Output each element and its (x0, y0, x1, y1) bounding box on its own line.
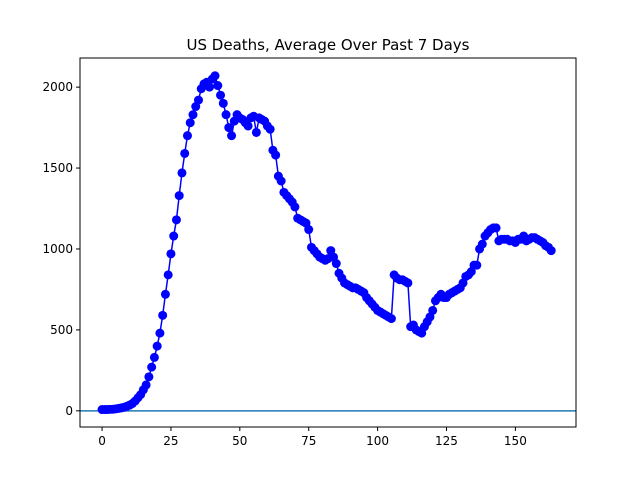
data-point (174, 191, 184, 201)
x-tick-label: 25 (163, 434, 178, 448)
data-point (546, 246, 556, 256)
data-point (169, 231, 179, 241)
data-point (472, 260, 482, 270)
y-tick-label: 2000 (42, 80, 73, 94)
data-point (428, 305, 438, 315)
data-point (491, 223, 501, 233)
y-tick-label: 0 (65, 404, 73, 418)
data-point (205, 82, 215, 92)
data-point (216, 90, 226, 100)
x-tick-label: 0 (98, 434, 106, 448)
data-point (403, 278, 413, 288)
data-point (158, 310, 168, 320)
data-point (149, 352, 159, 362)
data-point (331, 259, 341, 269)
data-point (271, 150, 281, 160)
x-tick-label: 150 (504, 434, 527, 448)
plot-frame (79, 57, 577, 428)
data-point (218, 98, 228, 108)
data-point (155, 328, 165, 338)
data-point (177, 168, 187, 178)
data-point (251, 127, 261, 137)
data-point (182, 131, 192, 141)
data-point (188, 110, 198, 120)
data-point (166, 249, 176, 259)
x-tick-label: 50 (232, 434, 247, 448)
data-point (193, 95, 203, 105)
data-point (185, 118, 195, 128)
data-point (243, 121, 253, 131)
data-point (290, 202, 300, 212)
y-tick-label: 1500 (42, 161, 73, 175)
data-point (141, 380, 151, 390)
x-tick-label: 75 (301, 434, 316, 448)
data-point (386, 314, 396, 324)
data-point (144, 372, 154, 382)
data-point (213, 81, 223, 91)
y-tick-label: 500 (50, 323, 73, 337)
data-point (210, 71, 220, 81)
data-point (276, 176, 286, 186)
data-point (265, 124, 275, 134)
data-point (221, 110, 231, 120)
data-point (477, 239, 487, 249)
y-tick-label: 1000 (42, 242, 73, 256)
data-point (147, 362, 157, 372)
data-point (224, 123, 234, 133)
data-point (227, 131, 237, 141)
x-tick-label: 100 (366, 434, 389, 448)
data-point (180, 148, 190, 158)
data-point (171, 215, 181, 225)
data-point (160, 289, 170, 299)
data-point (304, 225, 314, 235)
chart-title: US Deaths, Average Over Past 7 Days (187, 36, 470, 54)
data-point (163, 270, 173, 280)
x-tick-label: 125 (435, 434, 458, 448)
data-point (152, 341, 162, 351)
